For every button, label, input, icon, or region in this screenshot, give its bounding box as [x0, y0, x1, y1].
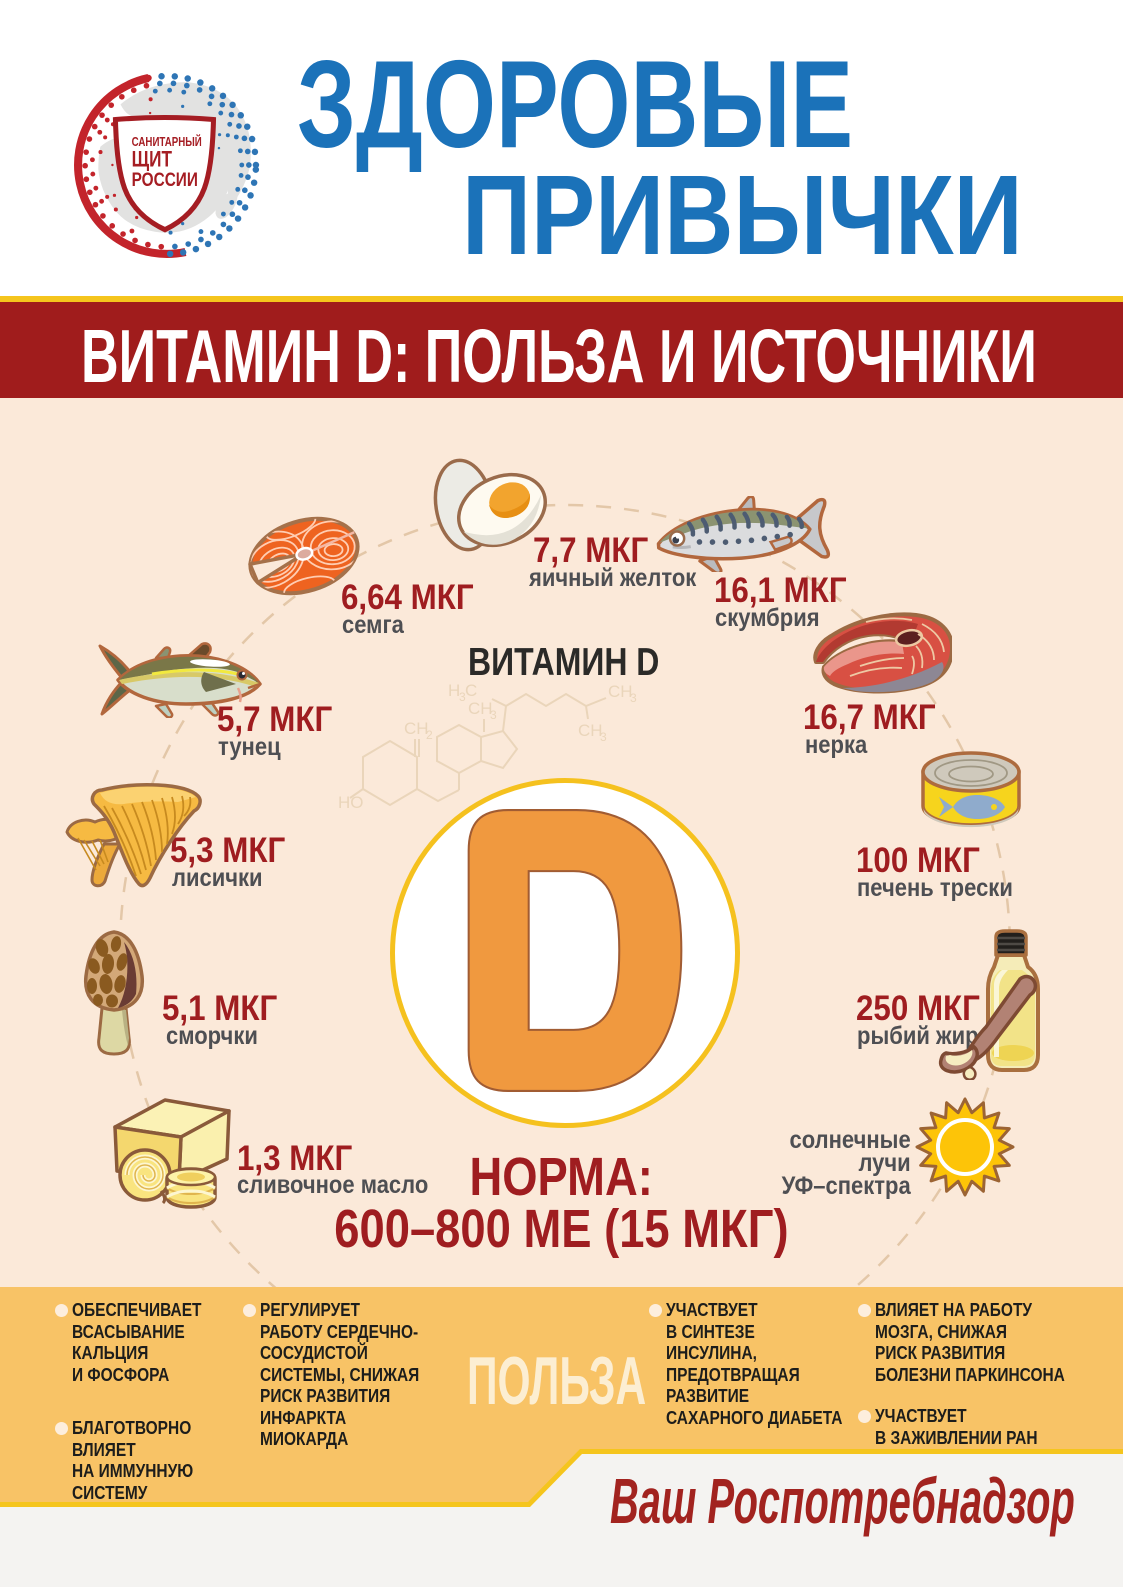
svg-text:CH: CH [404, 719, 429, 738]
svg-text:3: 3 [459, 690, 466, 704]
svg-text:H: H [448, 681, 460, 700]
svg-text:3: 3 [630, 691, 637, 705]
svg-text:HO: HO [338, 793, 364, 812]
svg-text:C: C [465, 681, 477, 700]
svg-text:3: 3 [600, 730, 607, 744]
svg-text:2: 2 [426, 728, 433, 742]
svg-text:РОССИИ: РОССИИ [132, 168, 198, 190]
svg-text:3: 3 [490, 708, 497, 722]
svg-text:CH: CH [578, 721, 603, 740]
svg-text:CH: CH [608, 682, 633, 701]
svg-text:ЩИТ: ЩИТ [132, 148, 172, 172]
svg-text:CH: CH [468, 699, 493, 718]
svg-text:САНИТАРНЫЙ: САНИТАРНЫЙ [132, 135, 202, 150]
